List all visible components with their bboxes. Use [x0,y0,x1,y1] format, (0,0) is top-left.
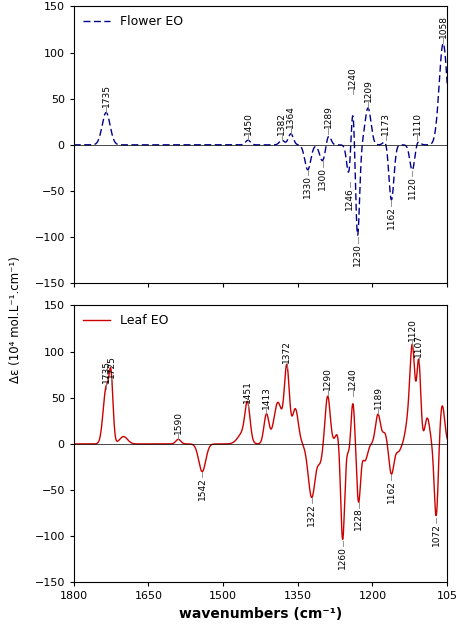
Text: 1162: 1162 [387,206,396,228]
Text: 1240: 1240 [348,367,357,390]
Text: 1364: 1364 [286,106,296,128]
Text: 1330: 1330 [303,175,312,198]
Text: 1260: 1260 [338,547,347,569]
Text: 1246: 1246 [345,188,354,210]
Text: 1735: 1735 [101,360,111,383]
Text: 1289: 1289 [324,106,333,128]
Text: 1413: 1413 [262,386,271,409]
Text: 1209: 1209 [364,79,372,102]
Text: 1107: 1107 [414,334,423,357]
Text: 1450: 1450 [243,112,253,134]
Text: 1173: 1173 [381,112,390,134]
Text: 1542: 1542 [198,477,207,500]
Text: 1072: 1072 [431,524,441,546]
Text: 1230: 1230 [353,243,362,266]
Text: 1322: 1322 [307,503,316,526]
Text: 1382: 1382 [278,112,286,134]
Text: 1162: 1162 [387,480,396,503]
Text: 1110: 1110 [413,112,422,134]
Text: 1372: 1372 [282,340,291,363]
Text: Δε (10⁴ mol.L⁻¹.cm⁻¹): Δε (10⁴ mol.L⁻¹.cm⁻¹) [9,257,22,383]
Text: 1290: 1290 [323,367,332,390]
Text: 1120: 1120 [408,176,417,199]
Legend: Leaf EO: Leaf EO [80,312,171,330]
Text: 1590: 1590 [174,411,183,434]
Text: 1228: 1228 [354,508,363,531]
Text: 1058: 1058 [439,15,448,38]
Text: 1725: 1725 [106,356,116,378]
Text: 1120: 1120 [408,319,417,342]
Legend: Flower EO: Flower EO [80,13,186,31]
Text: 1240: 1240 [348,66,357,88]
Text: 1735: 1735 [101,84,111,107]
X-axis label: wavenumbers (cm⁻¹): wavenumbers (cm⁻¹) [179,607,342,621]
Text: 1189: 1189 [373,386,383,409]
Text: 1451: 1451 [243,380,252,403]
Text: 1300: 1300 [318,167,327,190]
